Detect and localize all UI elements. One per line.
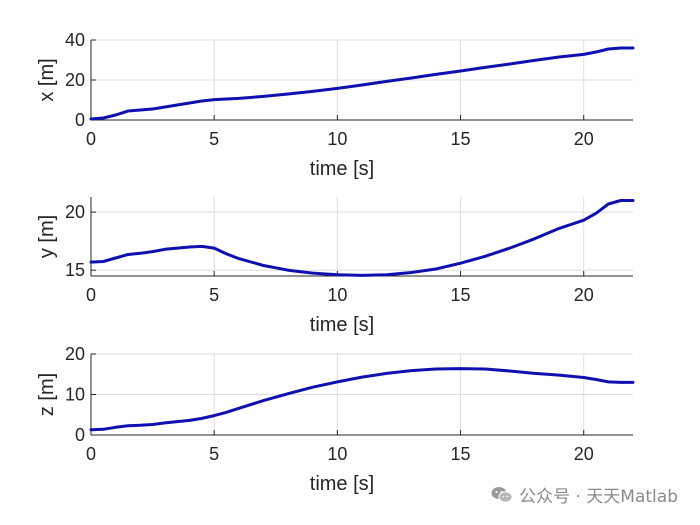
y-tick-label: 40 [65, 30, 85, 50]
x-tick-label: 20 [574, 129, 594, 149]
x-tick-label: 5 [209, 129, 219, 149]
wechat-icon [491, 486, 513, 503]
watermark-text: 公众号 · 天天Matlab [519, 487, 678, 507]
x-tick-label: 15 [451, 444, 471, 464]
x-tick-label: 0 [86, 285, 96, 305]
x-tick-label: 15 [451, 285, 471, 305]
x-tick-label: 20 [574, 444, 594, 464]
y-tick-label: 20 [65, 70, 85, 90]
x-axis-label: time [s] [310, 473, 374, 495]
x-tick-label: 20 [574, 285, 594, 305]
subplot-2: 0 5 10 15 20 15 20 time [s] y [m] [36, 197, 635, 336]
y-tick-label: 10 [65, 385, 85, 405]
watermark: 公众号 · 天天Matlab [491, 482, 678, 507]
x-tick-label: 0 [86, 129, 96, 149]
x-tick-label: 5 [209, 285, 219, 305]
series-line [89, 46, 635, 121]
y-tick-label: 20 [65, 202, 85, 222]
x-tick-label: 15 [451, 129, 471, 149]
y-tick-label: 15 [65, 260, 85, 280]
subplot-3: 0 5 10 15 20 0 10 20 time [s] z [m] [36, 344, 635, 495]
subplot-1: 0 5 10 15 20 0 20 40 time [s] x [m] [36, 30, 635, 180]
x-axis-label: time [s] [310, 158, 374, 180]
y-tick-label: 20 [65, 344, 85, 364]
y-axis-label: x [m] [36, 58, 58, 101]
x-axis-label: time [s] [310, 314, 374, 336]
y-axis-label: y [m] [36, 215, 58, 258]
y-tick-label: 0 [75, 425, 85, 445]
y-tick-label: 0 [75, 110, 85, 130]
x-tick-label: 0 [86, 444, 96, 464]
series-line [89, 199, 635, 277]
x-tick-label: 5 [209, 444, 219, 464]
series-line [89, 367, 635, 432]
x-tick-label: 10 [327, 129, 347, 149]
x-tick-label: 10 [327, 444, 347, 464]
y-axis-label: z [m] [36, 373, 58, 416]
plot-area [91, 197, 633, 276]
x-tick-label: 10 [327, 285, 347, 305]
